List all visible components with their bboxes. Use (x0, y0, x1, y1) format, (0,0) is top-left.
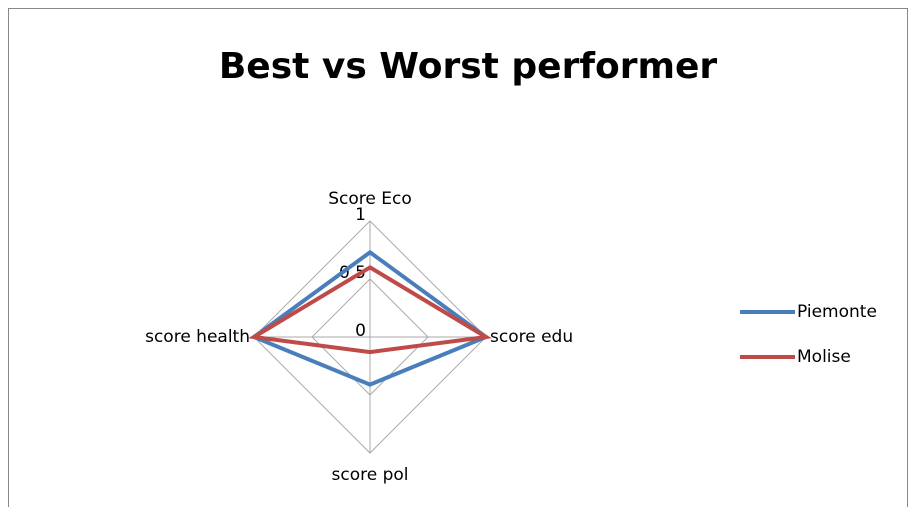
chart-title: Best vs Worst performer (219, 46, 718, 87)
series-line (249, 249, 491, 387)
legend-label: Molise (797, 347, 851, 367)
category-label: score health (145, 327, 250, 347)
grid-ring (253, 220, 487, 454)
series-line (248, 265, 492, 355)
category-label: score edu (490, 327, 573, 347)
chart-frame (8, 8, 908, 507)
grid-ring (311, 278, 429, 396)
legend-label: Piemonte (797, 302, 877, 322)
category-label: score pol (332, 465, 409, 485)
r-tick-label: 0 (355, 321, 366, 341)
r-tick-label: 1 (355, 205, 366, 225)
category-label: Score Eco (328, 189, 412, 209)
